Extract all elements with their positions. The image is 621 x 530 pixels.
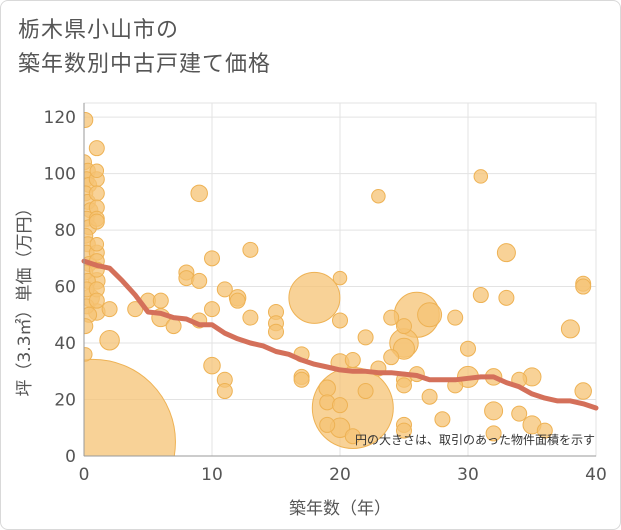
data-point [485, 425, 502, 442]
y-tick-label: 40 [54, 334, 76, 354]
data-point [498, 289, 515, 306]
data-point [99, 329, 120, 351]
data-point [396, 318, 412, 335]
data-point [203, 356, 221, 375]
data-point [216, 281, 233, 298]
data-point [344, 351, 361, 368]
y-tick-label: 60 [54, 278, 76, 298]
size-note: 円の大きさは、取引のあった物件面積を示す [355, 432, 595, 447]
data-point [204, 301, 220, 318]
data-point [88, 292, 105, 309]
bubbles [84, 111, 592, 456]
y-tick-label: 0 [65, 447, 76, 467]
data-point [268, 323, 284, 340]
chart-title: 栃木県小山市の 築年数別中古戸建て価格 [18, 14, 271, 82]
data-point [417, 302, 443, 328]
data-point [575, 278, 592, 295]
x-axis-label: 築年数（年） [289, 499, 391, 519]
data-point [484, 401, 504, 421]
data-point [84, 111, 94, 128]
trend-line-group [81, 258, 599, 411]
data-point [319, 416, 336, 433]
chart-title-line-2: 築年数別中古戸建て価格 [18, 52, 272, 77]
data-point [396, 422, 412, 439]
data-point [190, 184, 208, 203]
data-point [536, 422, 553, 439]
y-axis-label: 坪（3.3㎡）単価（万円） [15, 199, 35, 396]
data-point [293, 371, 310, 388]
data-point [393, 337, 415, 360]
data-point [89, 163, 105, 179]
x-tick-label: 10 [201, 465, 223, 485]
data-point [371, 188, 386, 204]
data-point [560, 319, 580, 339]
data-point [357, 383, 374, 400]
data-point [84, 358, 176, 456]
y-tick-label: 120 [44, 108, 76, 128]
data-point [383, 309, 400, 326]
data-point [242, 241, 259, 258]
data-point [229, 292, 246, 309]
data-point [383, 349, 400, 366]
data-point [127, 301, 144, 318]
data-point [396, 377, 412, 394]
data-point [472, 287, 489, 304]
data-point [357, 329, 374, 346]
data-point [204, 250, 220, 267]
data-point [88, 185, 105, 202]
data-point [332, 397, 348, 414]
data-point [88, 140, 105, 157]
data-point [242, 309, 259, 326]
data-point [191, 272, 208, 289]
data-point [421, 388, 438, 405]
data-point [511, 405, 528, 422]
x-tick-label: 30 [457, 465, 479, 485]
y-tick-label: 20 [54, 391, 76, 411]
data-point [101, 301, 118, 318]
data-point [88, 213, 105, 230]
data-point [288, 271, 341, 324]
x-tick-label: 40 [585, 465, 607, 485]
data-point [84, 318, 94, 335]
data-point [344, 428, 361, 445]
data-point [447, 309, 464, 326]
data-point [332, 312, 348, 329]
data-point [165, 318, 182, 335]
data-point [574, 382, 592, 400]
data-point [84, 347, 93, 362]
data-point [496, 243, 516, 263]
x-tick-label: 20 [329, 465, 351, 485]
data-point [332, 270, 348, 286]
data-point [89, 236, 105, 252]
y-tick-label: 80 [54, 221, 76, 241]
y-tick-label: 100 [44, 165, 76, 185]
data-point [473, 169, 489, 184]
chart-title-line-1: 栃木県小山市の [18, 18, 180, 43]
tick-labels: 0 10 20 30 40 0 20 40 60 80 100 120 [44, 108, 607, 485]
data-point [152, 292, 169, 309]
data-point [460, 340, 476, 357]
data-point [216, 383, 233, 400]
data-point [434, 411, 451, 428]
data-point [318, 379, 336, 397]
axes [83, 103, 596, 457]
trend-line [81, 258, 599, 411]
x-tick-label: 0 [79, 465, 90, 485]
